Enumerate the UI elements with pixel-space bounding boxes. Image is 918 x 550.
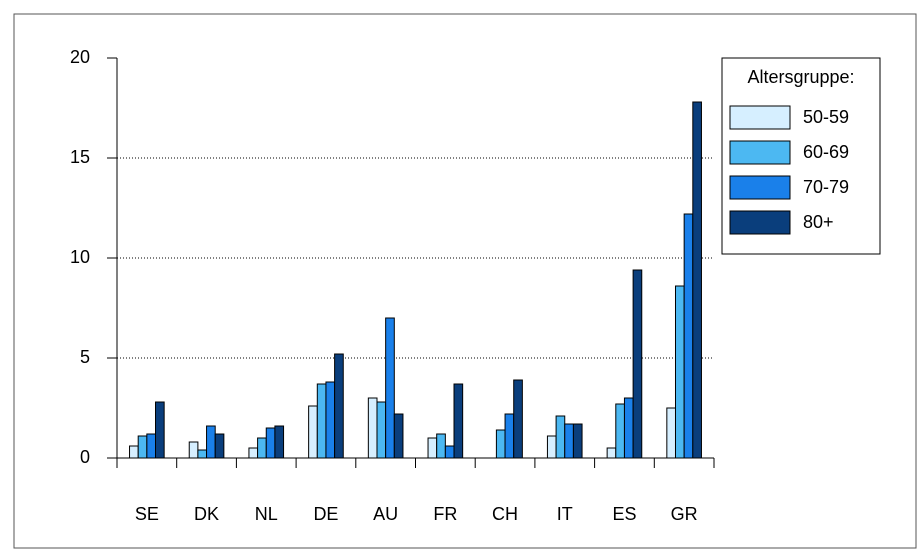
y-tick-label: 10 xyxy=(70,247,90,267)
bar xyxy=(146,433,157,459)
x-tick-label: DK xyxy=(194,504,219,524)
x-tick-label: ES xyxy=(612,504,636,524)
y-tick-label: 15 xyxy=(70,147,90,167)
bar xyxy=(504,413,515,459)
bar xyxy=(308,405,318,459)
bar xyxy=(376,401,387,459)
legend-swatch xyxy=(729,210,791,235)
bar xyxy=(367,397,378,459)
x-tick-label: CH xyxy=(492,504,518,524)
bar xyxy=(692,101,702,459)
bar xyxy=(606,447,617,459)
bar xyxy=(666,407,676,459)
bar xyxy=(495,429,506,459)
bar xyxy=(188,441,199,459)
legend-label: 80+ xyxy=(803,212,834,232)
legend-swatch xyxy=(729,175,791,200)
bar xyxy=(427,437,438,459)
legend-label: 70-79 xyxy=(803,177,849,197)
bar xyxy=(444,445,455,459)
x-tick-label: SE xyxy=(135,504,159,524)
bar xyxy=(564,423,574,459)
bar xyxy=(197,449,208,459)
bar xyxy=(129,445,139,459)
bar xyxy=(453,383,464,459)
x-tick-label: FR xyxy=(433,504,457,524)
bar xyxy=(257,437,267,459)
x-tick-label: AU xyxy=(373,504,398,524)
bar xyxy=(316,383,327,459)
bar xyxy=(393,413,404,459)
bar xyxy=(206,425,216,459)
legend-label: 50-59 xyxy=(803,107,849,127)
bar xyxy=(615,403,625,459)
x-tick-label: IT xyxy=(557,504,573,524)
x-tick-label: NL xyxy=(255,504,278,524)
bar xyxy=(546,435,557,459)
bar xyxy=(325,381,336,459)
bar xyxy=(572,423,583,459)
legend-title: Altersgruppe: xyxy=(747,67,854,87)
legend-swatch xyxy=(729,140,791,165)
legend-label: 60-69 xyxy=(803,142,849,162)
bar xyxy=(214,433,225,459)
y-tick-label: 5 xyxy=(80,347,90,367)
bar xyxy=(513,379,523,459)
bar xyxy=(632,269,643,459)
bar xyxy=(137,435,148,459)
bar xyxy=(683,213,694,459)
x-tick-label: GR xyxy=(671,504,698,524)
bar xyxy=(155,401,165,459)
bar xyxy=(265,427,276,459)
x-tick-label: DE xyxy=(313,504,338,524)
bar xyxy=(555,415,566,459)
bar xyxy=(674,285,685,459)
bar xyxy=(274,425,285,459)
y-tick-label: 20 xyxy=(70,47,90,67)
bar xyxy=(334,353,344,459)
bar xyxy=(248,447,259,459)
bar xyxy=(385,317,395,459)
y-tick-label: 0 xyxy=(80,447,90,467)
bar xyxy=(623,397,634,459)
legend-swatch xyxy=(729,105,791,130)
bar xyxy=(436,433,446,459)
